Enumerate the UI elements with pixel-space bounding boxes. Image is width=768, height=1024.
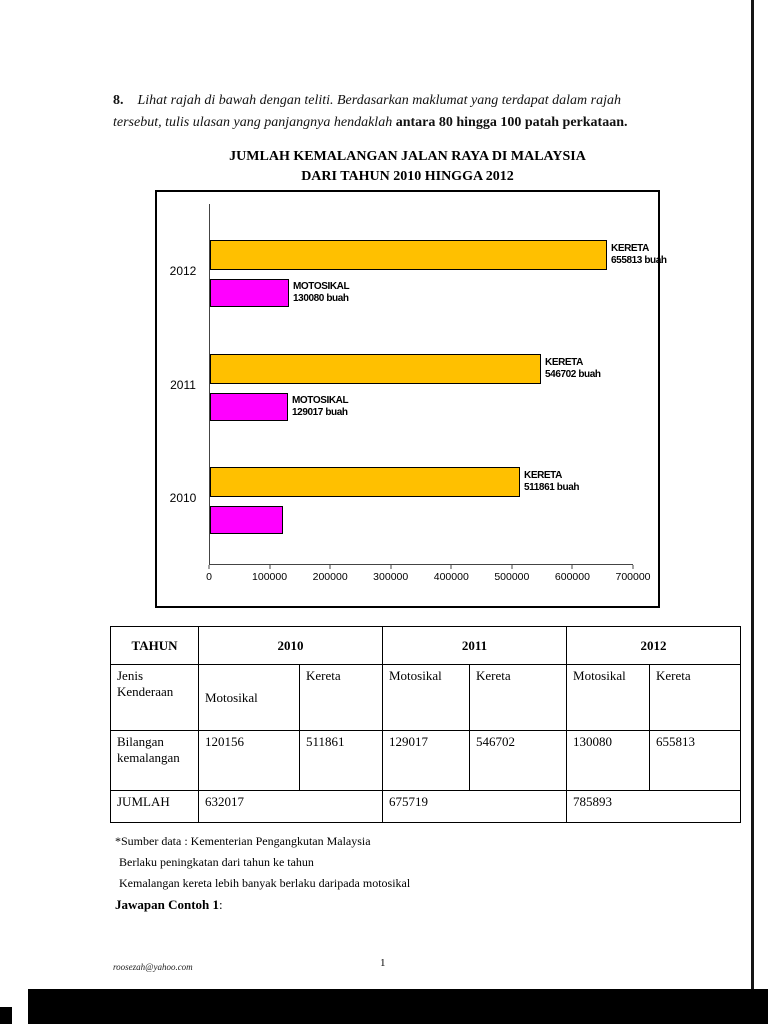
bar-chart: 2012 KERETA 655813 buah MOTOSIKAL 130080 bua… xyxy=(155,190,667,608)
x-axis-tick-label: 300000 xyxy=(373,571,409,583)
y-axis-label-2012: 2012 xyxy=(169,264,197,278)
x-axis-tick-label: 400000 xyxy=(433,571,469,583)
note-point-2: Kemalangan kereta lebih banyak berlaku d… xyxy=(119,876,411,890)
chart-plot-area: 2012 KERETA 655813 buah MOTOSIKAL 130080 bua… xyxy=(170,204,667,565)
table-cell: 655813 xyxy=(649,730,742,791)
table-header-row: TAHUN 2010 2011 2012 xyxy=(110,626,742,665)
x-axis-tickmark xyxy=(571,565,573,569)
question-bold-requirement: antara 80 hingga 100 patah perkataan xyxy=(395,115,625,131)
notes-section: *Sumber data : Kementerian Pengangkutan … xyxy=(115,831,410,915)
x-axis-tickmark xyxy=(208,565,210,569)
chart-title-line1: JUMLAH KEMALANGAN JALAN RAYA DI MALAYSIA xyxy=(229,149,586,164)
bilangan-label-line1: Bilangan xyxy=(117,734,164,749)
note-point-1: Berlaku peningkatan dari tahun ke tahun xyxy=(119,855,314,869)
bar-kereta-2012 xyxy=(210,240,607,270)
row-label-bilangan-kemalangan: Bilangan kemalangan xyxy=(110,730,199,791)
x-axis-tickmark xyxy=(390,565,392,569)
table-cell: 120156 xyxy=(198,730,300,791)
header-cell-2011: 2011 xyxy=(381,626,568,665)
header-cell-2010: 2010 xyxy=(198,626,383,665)
question-text: 8. Lihat rajah di bawah dengan teliti. Be… xyxy=(113,90,661,135)
bar-label-motosikal-2012: MOTOSIKAL 130080 buah xyxy=(293,281,350,304)
table-row-jenis-kenderaan: Jenis Kenderaan Motosikal Kereta Motosik… xyxy=(110,664,742,731)
header-cell-tahun: TAHUN xyxy=(110,626,199,665)
bar-motosikal-2011 xyxy=(210,393,288,421)
question-period: . xyxy=(624,115,628,131)
table-row-bilangan-kemalangan: Bilangan kemalangan 120156 511861 129017… xyxy=(110,730,742,791)
x-axis-tick-label: 700000 xyxy=(615,571,651,583)
bar-motosikal-2010 xyxy=(210,506,283,534)
page-number: 1 xyxy=(380,957,386,969)
question-number: 8. xyxy=(113,93,124,108)
bar-motosikal-2012 xyxy=(210,279,289,307)
table-cell: Motosikal xyxy=(382,664,470,731)
jenis-label-line2: Kenderaan xyxy=(117,684,174,699)
x-axis-tickmark xyxy=(269,565,271,569)
y-axis-label-2010: 2010 xyxy=(169,491,197,505)
x-axis-tick-label: 500000 xyxy=(494,571,530,583)
table-cell: Kereta xyxy=(299,664,383,731)
x-axis-tick-label: 600000 xyxy=(554,571,590,583)
x-axis-tickmark xyxy=(511,565,513,569)
table-cell-jumlah-2010: 632017 xyxy=(198,790,383,823)
table-cell: Motosikal xyxy=(198,664,300,731)
chart-title-line2: DARI TAHUN 2010 HINGGA 2012 xyxy=(301,169,514,185)
jenis-label-line1: Jenis xyxy=(117,668,143,683)
x-axis-tick-label: 0 xyxy=(206,571,212,583)
table-cell: Motosikal xyxy=(566,664,651,731)
x-axis-tick-label: 100000 xyxy=(252,571,288,583)
bilangan-label-line2: kemalangan xyxy=(117,750,180,765)
table-cell: 130080 xyxy=(566,730,651,791)
table-cell: 511861 xyxy=(299,730,383,791)
x-axis-tick-label: 200000 xyxy=(312,571,348,583)
scan-artifact-corner xyxy=(0,1007,12,1024)
table-cell-jumlah-2012: 785893 xyxy=(566,790,742,823)
chart-title: JUMLAH KEMALANGAN JALAN RAYA DI MALAYSIA… xyxy=(155,147,660,188)
data-table: TAHUN 2010 2011 2012 Jenis Kenderaan Mot… xyxy=(110,626,742,823)
answer-heading: Jawapan Contoh 1: xyxy=(115,894,410,915)
answer-heading-colon: : xyxy=(219,897,223,912)
y-axis-label-2011: 2011 xyxy=(170,378,196,392)
answer-heading-bold: Jawapan Contoh 1 xyxy=(115,897,220,912)
x-axis-tickmark xyxy=(450,565,452,569)
header-cell-2012: 2012 xyxy=(566,626,742,665)
bar-label-kereta-2011: KERETA 546702 buah xyxy=(545,357,601,380)
x-axis: 0 100000 200000 300000 400000 500000 600000 700… xyxy=(206,565,651,591)
table-cell: 129017 xyxy=(382,730,470,791)
question-body: Lihat rajah di bawah dengan teliti. Berd… xyxy=(113,93,621,131)
bar-label-motosikal-2011: MOTOSIKAL 129017 buah xyxy=(292,395,349,418)
row-label-jumlah: JUMLAH xyxy=(110,790,199,823)
row-label-jenis-kenderaan: Jenis Kenderaan xyxy=(110,664,199,731)
scan-artifact-right-edge xyxy=(751,0,754,1024)
table-cell: 546702 xyxy=(468,730,568,791)
footer-email: roosezah@yahoo.com xyxy=(113,962,193,972)
x-axis-tickmark xyxy=(632,565,634,569)
x-axis-tickmark xyxy=(329,565,331,569)
scan-artifact-bottom-bar xyxy=(28,989,768,1024)
table-cell: Kereta xyxy=(649,664,742,731)
table-cell-jumlah-2011: 675719 xyxy=(381,790,568,823)
table-cell: Kereta xyxy=(468,664,568,731)
bar-kereta-2011 xyxy=(210,354,541,384)
bar-kereta-2010 xyxy=(210,467,520,497)
bar-label-kereta-2010: KERETA 511861 buah xyxy=(524,470,580,493)
table-row-jumlah: JUMLAH 632017 675719 785893 xyxy=(110,790,742,823)
source-note: *Sumber data : Kementerian Pengangkutan … xyxy=(115,834,371,848)
bar-label-kereta-2012: KERETA 655813 buah xyxy=(611,243,667,266)
